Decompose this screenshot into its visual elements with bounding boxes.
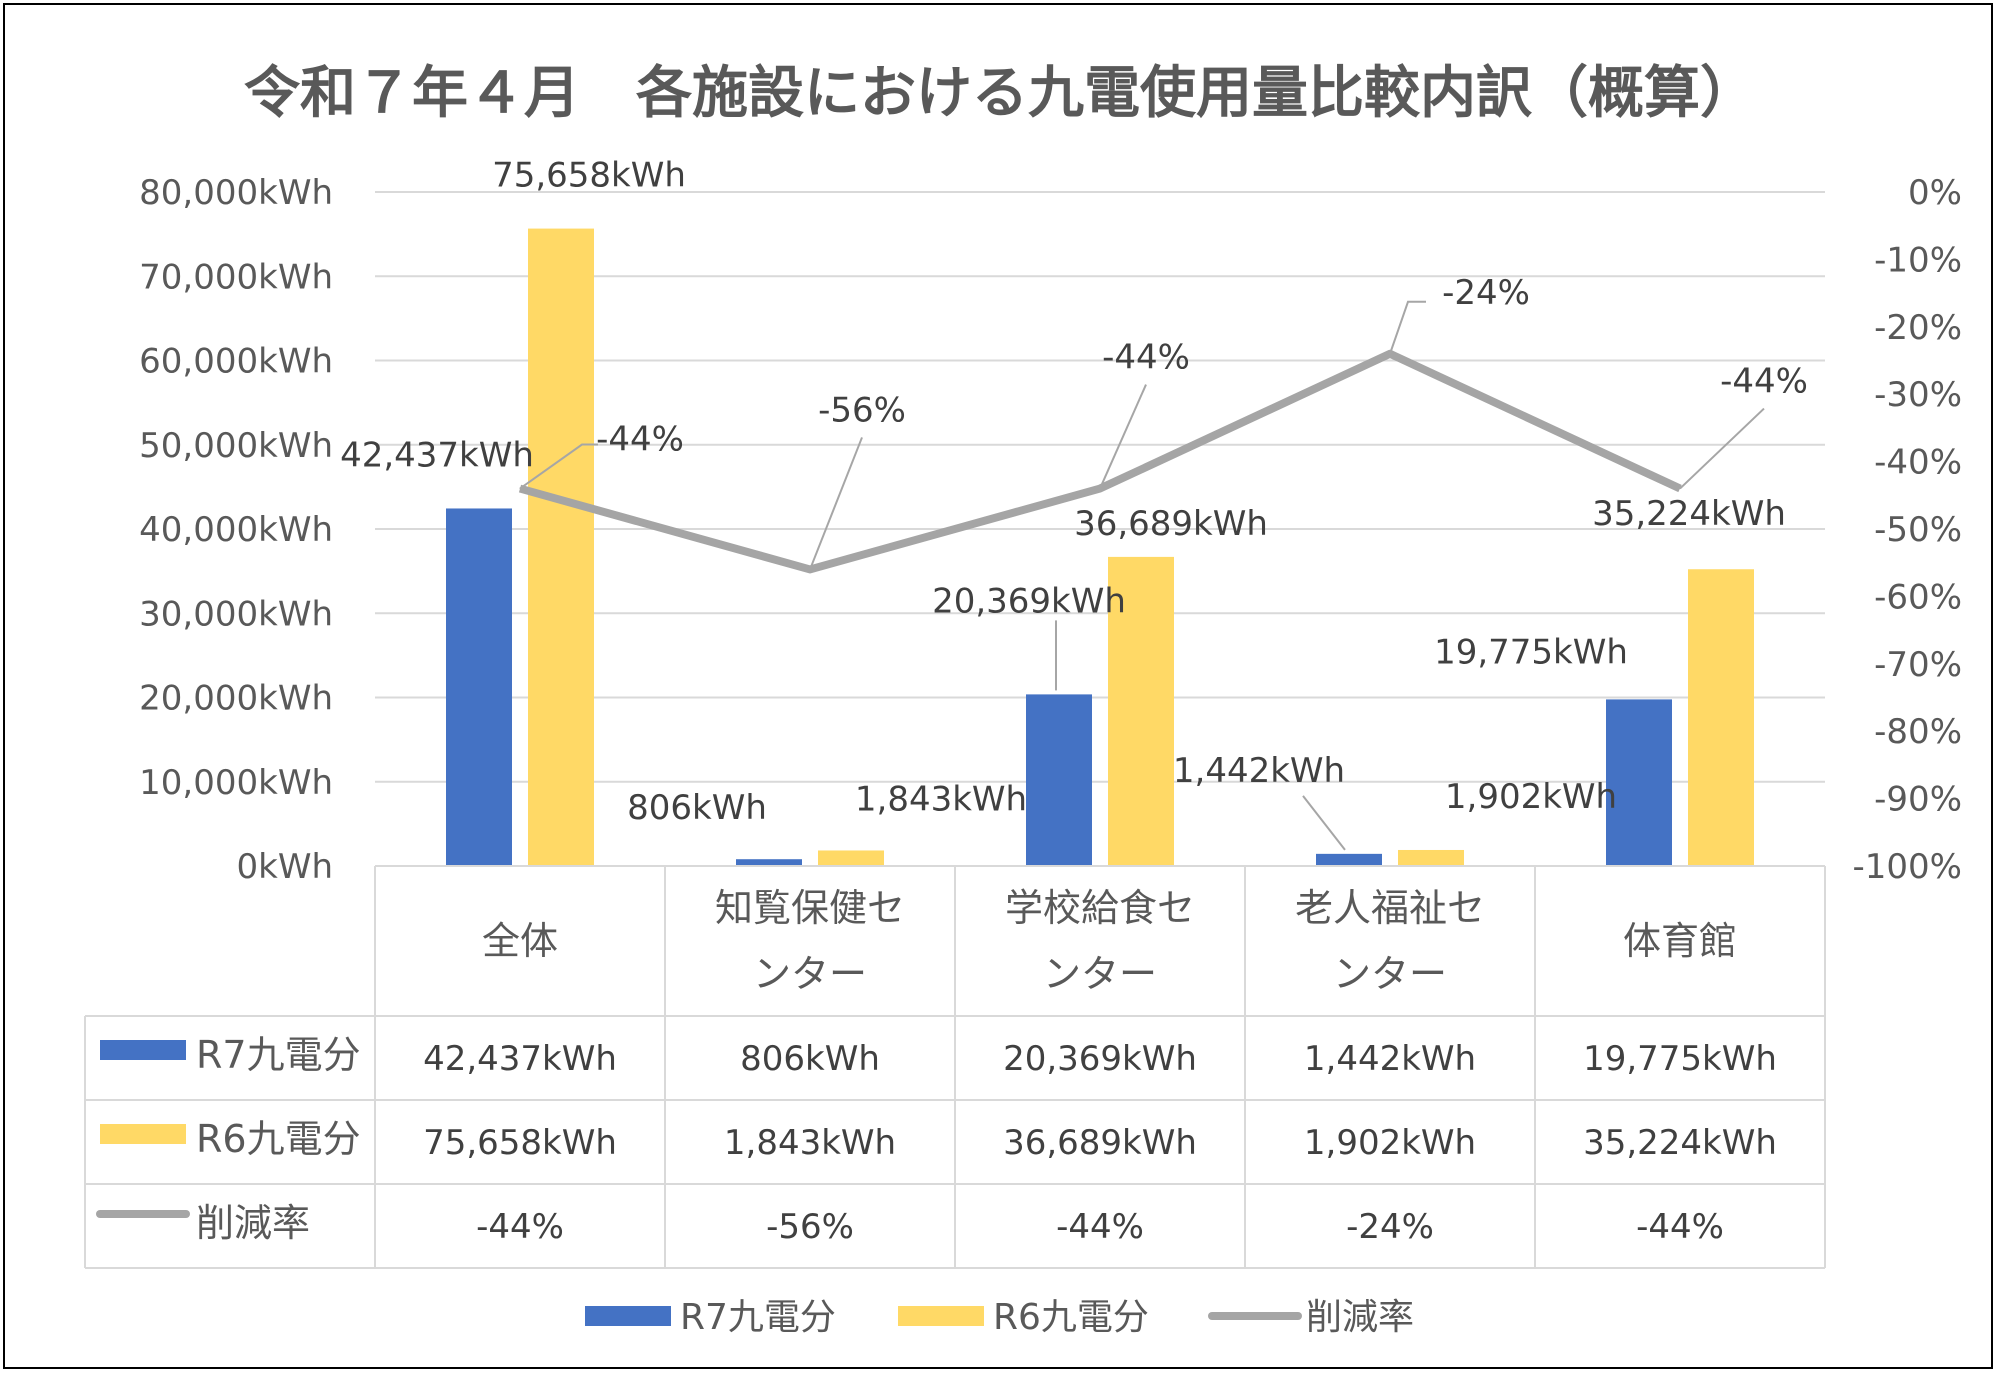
category-label: 老人福祉セ	[1295, 886, 1485, 930]
bar-r7	[1026, 694, 1092, 866]
category-label: 全体	[482, 919, 558, 963]
table-cell: 36,689kWh	[1003, 1123, 1197, 1163]
r6-data-label: 1,902kWh	[1445, 777, 1617, 817]
left-axis-tick-label: 80,000kWh	[139, 173, 333, 213]
category-label: ンター	[1043, 952, 1157, 996]
table-cell: 19,775kWh	[1583, 1039, 1777, 1079]
category-label: ンター	[753, 952, 867, 996]
table-cell: 35,224kWh	[1583, 1123, 1777, 1163]
right-axis-tick-label: -60%	[1874, 577, 1962, 617]
left-axis-tick-label: 30,000kWh	[139, 594, 333, 634]
bar-r6	[1688, 569, 1754, 866]
left-axis-tick-label: 50,000kWh	[139, 426, 333, 466]
reduction-rate-label: -44%	[1720, 362, 1808, 402]
table-row-header: R7九電分	[196, 1033, 361, 1077]
right-axis-tick-label: -100%	[1853, 847, 1962, 887]
table-cell: 75,658kWh	[423, 1123, 617, 1163]
right-axis-tick-label: -80%	[1874, 712, 1962, 752]
legend-label-r6: R6九電分	[993, 1297, 1149, 1338]
left-axis-tick-label: 40,000kWh	[139, 510, 333, 550]
leader-line	[809, 437, 863, 570]
reduction-rate-label: -24%	[1442, 273, 1530, 313]
table-row-header: 削減率	[196, 1201, 310, 1245]
category-label: ンター	[1333, 952, 1447, 996]
right-axis-tick-label: -40%	[1874, 443, 1962, 483]
left-axis-tick-label: 10,000kWh	[139, 763, 333, 803]
leader-line	[1389, 300, 1426, 355]
table-cell: 1,902kWh	[1304, 1123, 1476, 1163]
bar-r7	[1316, 853, 1382, 866]
bar-r7	[736, 859, 802, 866]
table-cell: 42,437kWh	[423, 1039, 617, 1079]
bar-r7	[1606, 699, 1672, 866]
leader-line	[519, 443, 598, 490]
category-label: 体育館	[1623, 919, 1737, 963]
reduction-rate-label: -44%	[596, 420, 684, 460]
table-cell: 1,843kWh	[724, 1123, 896, 1163]
table-cell: 1,442kWh	[1304, 1039, 1476, 1079]
right-axis-tick-label: -50%	[1874, 510, 1962, 550]
table-cell: 20,369kWh	[1003, 1039, 1197, 1079]
reduction-rate-label: -56%	[818, 390, 906, 430]
table-cell: -56%	[766, 1207, 854, 1247]
table-cell: 806kWh	[740, 1039, 880, 1079]
chart-frame	[3, 3, 1993, 1369]
r7-data-label: 19,775kWh	[1434, 632, 1628, 672]
right-axis-tick-label: -30%	[1874, 375, 1962, 415]
legend-swatch-r7	[585, 1306, 671, 1326]
r6-data-label: 75,658kWh	[492, 156, 686, 196]
table-cell: -44%	[1056, 1207, 1144, 1247]
table-cell: -24%	[1346, 1207, 1434, 1247]
bar-r6	[1108, 556, 1174, 866]
r6-data-label: 36,689kWh	[1074, 504, 1268, 544]
leader-line	[1302, 795, 1346, 851]
table-row-header: R6九電分	[196, 1117, 361, 1161]
legend-label-r7: R7九電分	[680, 1297, 836, 1338]
bar-r6	[528, 228, 594, 866]
legend-swatch-r6	[898, 1306, 984, 1326]
right-axis-tick-label: -20%	[1874, 308, 1962, 348]
chart-title: 令和７年４月 各施設における九電使用量比較内訳（概算）	[244, 61, 1756, 126]
leader-line	[1679, 407, 1765, 490]
right-axis-tick-label: -90%	[1874, 780, 1962, 820]
r6-data-label: 1,843kWh	[855, 779, 1027, 819]
table-legend-swatch	[100, 1040, 186, 1060]
right-axis-tick-label: -70%	[1874, 645, 1962, 685]
table-cell: -44%	[476, 1207, 564, 1247]
r6-data-label: 35,224kWh	[1592, 494, 1786, 534]
legend-label-reduction-rate: 削減率	[1306, 1297, 1414, 1338]
right-axis-tick-label: -10%	[1874, 240, 1962, 280]
left-axis-tick-label: 20,000kWh	[139, 679, 333, 719]
bar-r6	[818, 850, 884, 866]
bar-r7	[446, 508, 512, 866]
leader-line	[1099, 384, 1147, 489]
left-axis-tick-label: 0kWh	[237, 847, 334, 887]
left-axis-tick-label: 70,000kWh	[139, 257, 333, 297]
right-axis-tick-label: 0%	[1908, 173, 1962, 213]
left-axis-tick-label: 60,000kWh	[139, 342, 333, 382]
table-legend-swatch	[100, 1124, 186, 1144]
bar-r6	[1398, 849, 1464, 866]
category-label: 知覧保健セ	[715, 886, 905, 930]
r7-data-label: 20,369kWh	[932, 581, 1126, 621]
r7-data-label: 1,442kWh	[1173, 751, 1345, 791]
r7-data-label: 806kWh	[627, 788, 767, 828]
table-cell: -44%	[1636, 1207, 1724, 1247]
r7-data-label: 42,437kWh	[340, 435, 534, 475]
reduction-rate-label: -44%	[1102, 338, 1190, 378]
category-label: 学校給食セ	[1005, 886, 1195, 930]
